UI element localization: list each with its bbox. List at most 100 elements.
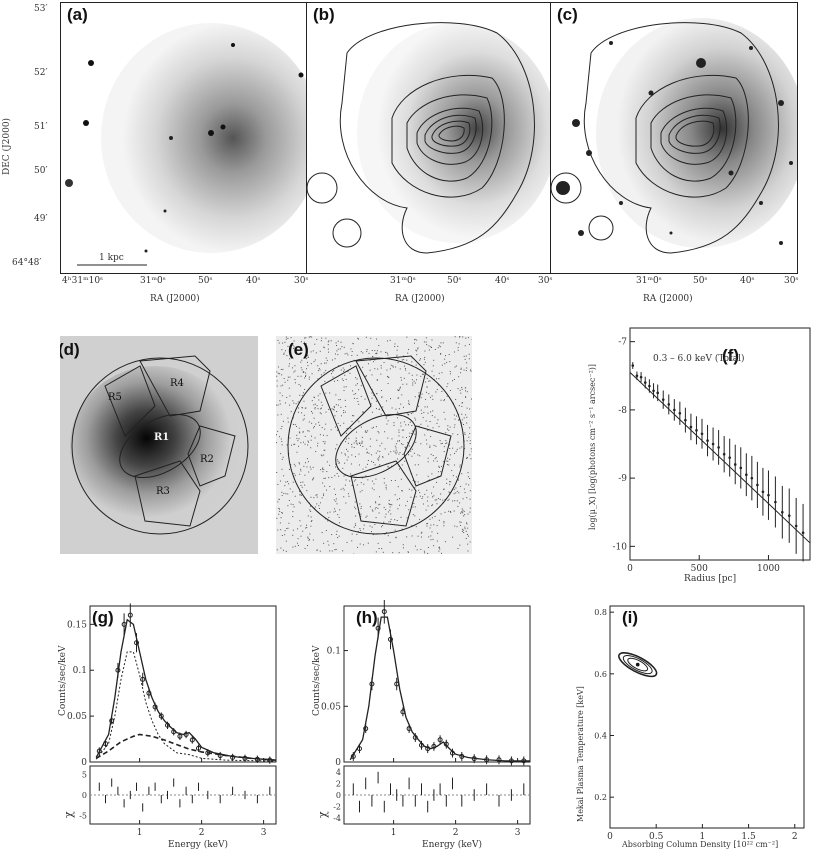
model-curve-thermal-component [95,651,277,762]
ra-tick: 40ˢ [740,276,755,286]
ra-tick: 50ˢ [447,276,462,286]
ra-tick: 30ˢ [294,276,309,286]
x-axis-label: Absorbing Column Density [10²² cm⁻²] [622,840,779,849]
model-curve-model [349,616,530,762]
data-point [774,500,777,504]
scale-bar-label: 1 kpc [99,253,124,263]
region-label: R5 [108,392,122,403]
x-tick-label: 3 [261,828,267,838]
x-tick-label: 0 [627,564,633,574]
data-point [363,726,369,732]
model-curve-total-model [95,618,277,761]
x-tick-label: 1 [700,832,706,842]
data-point [177,733,183,739]
spectrum-frame [343,605,531,763]
panel-g-spectrum: 1 2 3 0 0.05 0.1 0.15 5 0 -5 (g) Counts/sec/keV χ… [56,600,286,853]
data-point [230,754,236,760]
x-tick-label: 2 [453,828,459,838]
y-tick-label: -7 [618,338,627,348]
x-tick-label: 2 [792,832,798,842]
region-label: R2 [200,454,214,465]
ra-tick: 50ˢ [198,276,213,286]
y-tick-label: -8 [618,406,627,416]
x-tick-label: 0 [607,832,613,842]
panel-label: (h) [356,608,378,627]
y-axis-label: Mekal Plasma Temperature [keV] [576,686,585,822]
residual-axis-label: χ [62,811,75,818]
data-point [196,745,201,751]
dec-tick: 64°48′ [12,258,42,268]
residual-tick-label: 5 [82,770,87,779]
data-point [717,446,720,449]
data-point [631,364,635,367]
x-axis-label: Energy (keV) [168,840,229,850]
y-axis-label: log(μ_X) [log(photons cm⁻² s⁻¹ arcsec⁻²)… [588,363,597,530]
residual-tick-label: 4 [336,768,341,777]
data-point [643,381,647,384]
x-tick-label: 1 [137,828,143,838]
y-tick-label: 0.1 [73,666,87,676]
y-tick-label: 0.8 [594,608,607,617]
panel-label: (c) [557,5,578,24]
data-point [648,384,651,388]
data-point [684,418,687,422]
best-fit-point [635,662,640,667]
x-axis-label: Energy (keV) [422,840,483,850]
data-point [678,411,682,415]
data-point [728,456,731,459]
panel-e-regions-xray: (e) [276,336,472,554]
y-tick-label: 0.6 [594,670,607,679]
data-point [127,612,133,618]
panel-c-hst-contours: (c) [550,2,798,274]
data-point [635,374,639,378]
data-point [711,442,715,446]
ra-tick: 40ˢ [495,276,510,286]
dec-tick: 51′ [34,122,48,132]
y-tick-label: 0 [335,758,341,768]
panel-label: (g) [92,608,114,627]
dec-axis-label: DEC (J2000) [2,117,12,175]
data-point [722,452,726,456]
ra-tick: 31ᵐ0ˢ [636,276,662,286]
data-point [673,408,676,412]
data-point [745,473,748,477]
x-tick-label: 1.5 [741,832,756,842]
y-tick-label: -10 [613,542,628,552]
y-tick-label: 0.2 [594,793,607,802]
region-label: R4 [170,378,184,389]
data-point [756,483,759,487]
x-tick-label: 0.5 [649,832,664,842]
dec-tick: 50′ [34,166,48,176]
y-tick-label: 0.05 [321,702,341,712]
residual-tick-label: -5 [79,812,87,821]
y-tick-label: -9 [618,474,627,484]
ra-axis-label: RA (J2000) [643,294,693,304]
residual-tick-label: 2 [336,779,341,788]
panel-label: (b) [313,5,335,24]
ra-axis-label: RA (J2000) [395,294,445,304]
data-point [750,476,754,480]
data-point [695,429,698,432]
plot-frame [609,605,805,829]
panel-label: (a) [67,5,88,24]
data-point [656,391,659,395]
data-point [787,514,791,517]
confidence-contour [622,655,653,675]
ra-tick: 4ʰ31ᵐ10ˢ [62,276,104,286]
x-tick-label: 1 [391,828,397,838]
ra-tick: 50ˢ [693,276,708,286]
region-label: R3 [156,486,170,497]
ra-tick: 31ᵐ0ˢ [390,276,416,286]
data-point [761,490,765,494]
y-tick-label: 0.05 [67,712,87,722]
x-tick-label: 500 [691,564,708,574]
data-point [388,636,393,642]
y-tick-label: 0.1 [327,647,341,657]
spectrum-frame [89,605,277,763]
residual-axis-label: χ [316,811,329,818]
model-line [629,371,811,544]
ra-tick: 30ˢ [538,276,553,286]
residual-tick-label: -2 [333,803,341,812]
data-point [801,531,805,535]
data-point [652,389,655,393]
